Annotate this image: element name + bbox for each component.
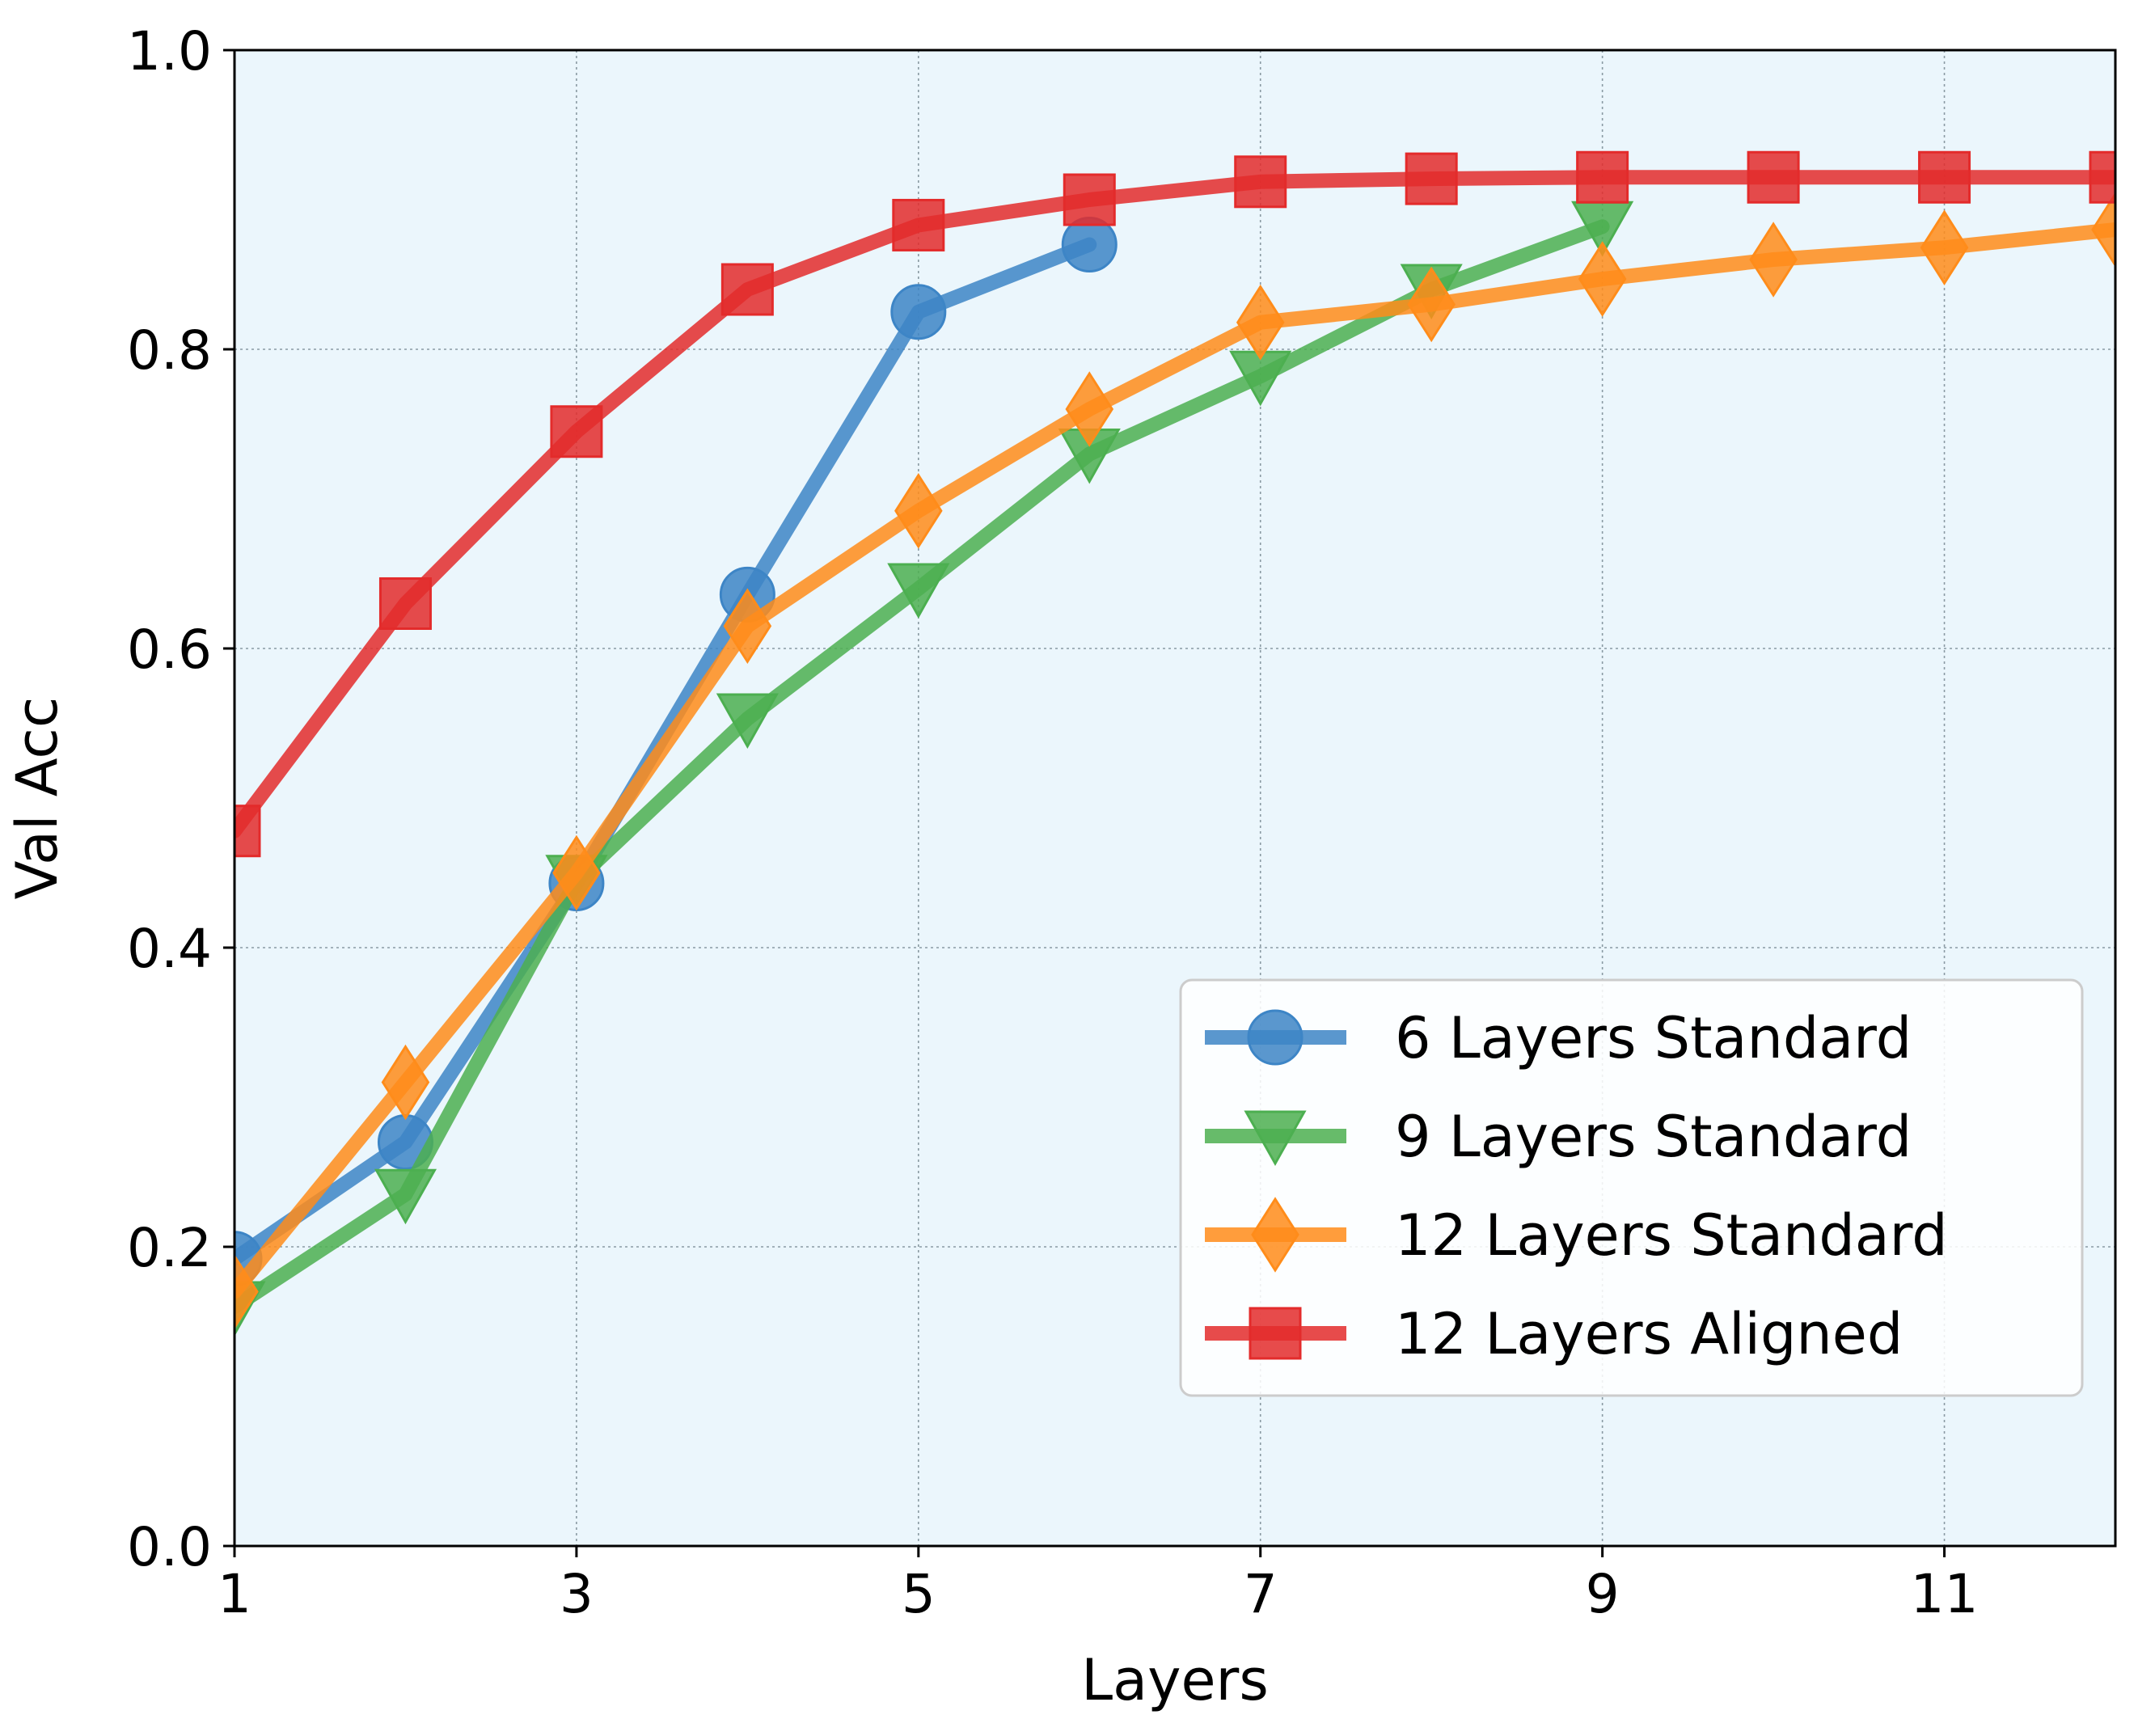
series-3: [235, 150, 2115, 858]
legend-label: 6 Layers Standard: [1395, 1005, 1912, 1071]
x-tick-label: 3: [560, 1563, 594, 1625]
data-point: [1918, 150, 1971, 204]
data-point: [235, 805, 261, 858]
legend-item: 12 Layers Aligned: [1205, 1301, 1903, 1367]
data-point: [2089, 150, 2115, 204]
data-point: [1576, 150, 1629, 204]
plot-frame: [233, 49, 2117, 1548]
y-tick-label: 0.0: [127, 1516, 212, 1578]
data-point: [723, 588, 772, 665]
legend-label: 9 Layers Standard: [1395, 1104, 1912, 1170]
legend-marker: [1251, 1197, 1299, 1273]
data-point: [1236, 284, 1285, 361]
data-point: [378, 577, 432, 630]
y-tick-label: 0.8: [127, 319, 212, 382]
data-point: [381, 1044, 430, 1121]
data-point: [1747, 150, 1800, 204]
x-tick-label: 5: [902, 1563, 936, 1625]
data-point: [890, 284, 947, 340]
data-point: [235, 1253, 259, 1330]
data-point: [1920, 209, 1969, 285]
data-point: [716, 693, 779, 750]
data-point: [1063, 173, 1116, 226]
x-tick-label: 9: [1586, 1563, 1620, 1625]
series-line: [235, 170, 2115, 838]
data-point: [550, 405, 603, 458]
series-layer: [235, 150, 2115, 1337]
legend-marker: [1249, 1307, 1302, 1360]
data-point: [1749, 222, 1798, 298]
y-tick-label: 0.4: [127, 918, 212, 980]
data-point: [1578, 241, 1627, 317]
legend-item: 6 Layers Standard: [1205, 1005, 1912, 1071]
y-tick-label: 1.0: [127, 20, 212, 82]
y-axis-label: Val Acc: [4, 697, 70, 900]
legend-item: 9 Layers Standard: [1205, 1104, 1912, 1170]
x-tick-label: 7: [1244, 1563, 1278, 1625]
data-point: [1065, 371, 1114, 447]
y-tick-label: 0.2: [127, 1217, 212, 1279]
data-point: [2091, 192, 2115, 268]
legend-marker: [1244, 1110, 1307, 1167]
y-tick-label: 0.6: [127, 619, 212, 681]
legend-label: 12 Layers Aligned: [1395, 1301, 1903, 1367]
data-point: [887, 563, 950, 619]
x-axis-label: Layers: [1081, 1647, 1269, 1713]
x-tick-label: 1: [218, 1563, 251, 1625]
legend-marker: [1247, 1009, 1304, 1066]
series-2: [235, 192, 2115, 1330]
data-point: [552, 834, 601, 911]
data-point: [374, 1168, 437, 1225]
data-point: [1405, 152, 1458, 205]
legend-item: 12 Layers Standard: [1205, 1197, 1948, 1273]
legend: 6 Layers Standard 9 Layers Standard 12 Lay…: [1179, 978, 2084, 1397]
legend-label: 12 Layers Standard: [1395, 1202, 1948, 1269]
x-tick-label: 11: [1911, 1563, 1979, 1625]
axis-ticks: 1 3 5 7 9 11 0.0 0.2 0.4 0.6 0.8 1.0: [127, 20, 1979, 1625]
data-point: [894, 473, 943, 549]
data-point: [720, 263, 774, 316]
data-point: [1234, 155, 1287, 209]
series-line: [235, 222, 2115, 1299]
data-point: [1407, 266, 1456, 343]
legend-box: [1179, 978, 2084, 1397]
data-point: [892, 198, 945, 251]
